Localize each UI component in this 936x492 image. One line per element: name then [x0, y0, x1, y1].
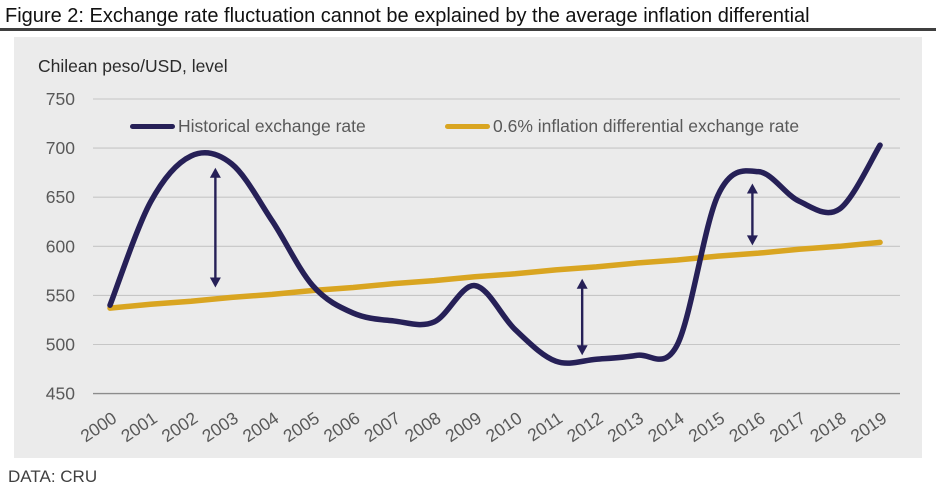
y-tick-label: 500 — [46, 335, 75, 355]
y-tick-label: 450 — [46, 384, 75, 404]
x-tick-label: 2018 — [806, 408, 849, 446]
y-tick-label: 600 — [46, 236, 75, 256]
historical-line — [107, 142, 883, 366]
title-rule — [0, 28, 936, 31]
differential-line-swatch — [445, 124, 490, 129]
x-tick-label: 2000 — [77, 408, 121, 447]
x-tick-label: 2013 — [604, 408, 647, 446]
gap-arrow — [209, 167, 221, 288]
x-tick-label: 2006 — [320, 408, 363, 446]
x-tick-label: 2009 — [442, 408, 485, 446]
legend-item-differential: 0.6% inflation differential exchange rat… — [445, 116, 799, 137]
legend-label-historical: Historical exchange rate — [178, 116, 366, 136]
y-tick-label: 650 — [46, 187, 75, 207]
x-tick-label: 2014 — [644, 408, 688, 447]
gap-arrow — [746, 183, 758, 246]
historical-line-swatch — [130, 124, 175, 129]
x-tick-label: 2019 — [847, 408, 890, 446]
x-tick-label: 2011 — [524, 408, 566, 446]
x-tick-label: 2012 — [563, 408, 606, 446]
differential-line — [107, 239, 883, 311]
x-tick-label: 2003 — [198, 408, 241, 446]
x-tick-label: 2008 — [401, 408, 444, 446]
x-tick-label: 2016 — [725, 408, 768, 446]
x-tick-label: 2002 — [158, 408, 201, 446]
legend-label-differential: 0.6% inflation differential exchange rat… — [493, 116, 800, 136]
data-source: DATA: CRU — [8, 467, 98, 486]
chart-plot: 4505005506006507007502000200120022003200… — [46, 89, 900, 447]
gap-arrow — [576, 278, 588, 356]
x-tick-label: 2017 — [766, 408, 809, 446]
x-tick-label: 2010 — [482, 408, 526, 447]
y-tick-label: 700 — [46, 138, 75, 158]
y-tick-label: 550 — [46, 285, 75, 305]
chart-panel: Chilean peso/USD, level 450 500 550 600 650 7… — [14, 37, 922, 458]
x-tick-label: 2007 — [360, 408, 403, 446]
x-tick-label: 2004 — [239, 408, 283, 447]
chart-subtitle: Chilean peso/USD, level — [38, 56, 228, 76]
y-tick-label: 750 — [46, 89, 75, 109]
x-tick-label: 2005 — [279, 408, 322, 446]
legend-item-historical: Historical exchange rate — [130, 116, 366, 137]
figure-title: Figure 2: Exchange rate fluctuation cann… — [5, 5, 810, 27]
x-tick-label: 2015 — [685, 408, 728, 446]
x-tick-label: 2001 — [117, 408, 160, 446]
